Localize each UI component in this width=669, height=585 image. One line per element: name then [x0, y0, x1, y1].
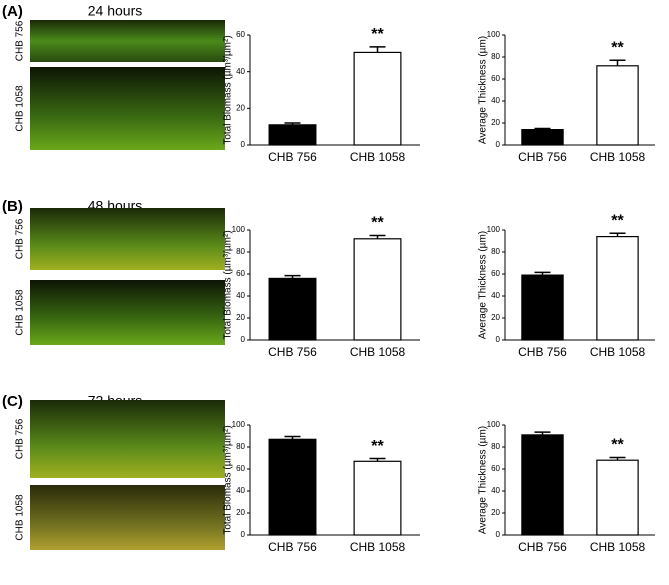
error-bar — [369, 46, 386, 53]
image-label: CHB 1058 — [15, 289, 26, 336]
image-label: CHB 1058 — [15, 85, 26, 132]
panel-label: (A) — [2, 3, 23, 20]
x-tick-label: CHB 1058 — [350, 150, 406, 164]
x-tick-label: CHB 756 — [518, 540, 567, 554]
time-label: 24 hours — [88, 3, 142, 19]
y-tick-label: 20 — [491, 508, 500, 517]
bar — [353, 460, 402, 536]
error-bar — [609, 456, 626, 461]
y-tick-label: 0 — [241, 140, 246, 149]
image-label: CHB 756 — [15, 218, 26, 259]
y-tick-label: 40 — [491, 291, 500, 300]
error-bar — [609, 59, 626, 66]
y-tick-label: 40 — [491, 96, 500, 105]
microscopy-image — [30, 400, 225, 478]
x-tick-label: CHB 1058 — [590, 540, 646, 554]
panel-label: (B) — [2, 198, 23, 215]
y-tick-label: 60 — [236, 30, 245, 39]
y-tick-label: 100 — [487, 30, 501, 39]
y-axis-label: Average Thickness (µm) — [478, 231, 489, 339]
y-tick-label: 20 — [236, 508, 245, 517]
y-tick-label: 20 — [236, 313, 245, 322]
y-tick-label: 60 — [236, 269, 245, 278]
bar — [353, 51, 402, 146]
microscopy-image — [30, 20, 225, 62]
y-tick-label: 20 — [491, 118, 500, 127]
significance-label: ** — [371, 26, 384, 43]
x-tick-label: CHB 756 — [268, 150, 317, 164]
y-tick-label: 80 — [236, 442, 245, 451]
microscopy-image — [30, 67, 225, 150]
y-tick-label: 0 — [496, 335, 501, 344]
error-bar — [369, 457, 386, 462]
x-tick-label: CHB 756 — [268, 540, 317, 554]
x-tick-label: CHB 756 — [518, 150, 567, 164]
y-tick-label: 20 — [491, 313, 500, 322]
y-tick-label: 0 — [241, 530, 246, 539]
significance-label: ** — [371, 215, 384, 232]
bar — [268, 124, 317, 146]
y-tick-label: 40 — [236, 486, 245, 495]
y-tick-label: 100 — [487, 420, 501, 429]
y-tick-label: 60 — [491, 269, 500, 278]
bar — [268, 277, 317, 341]
bar — [596, 459, 639, 536]
bar — [521, 274, 564, 341]
image-label: CHB 756 — [15, 418, 26, 459]
y-tick-label: 100 — [232, 420, 246, 429]
bar — [596, 65, 639, 146]
error-bar — [369, 234, 386, 239]
bar — [521, 434, 564, 536]
error-bar — [284, 435, 301, 440]
x-tick-label: CHB 1058 — [590, 345, 646, 359]
panel-label: (C) — [2, 393, 23, 410]
bar — [353, 238, 402, 341]
y-tick-label: 0 — [496, 530, 501, 539]
y-tick-label: 40 — [236, 291, 245, 300]
y-tick-label: 60 — [491, 74, 500, 83]
y-axis-label: Total Biomass (µm³/µm²) — [223, 35, 234, 144]
y-tick-label: 80 — [491, 442, 500, 451]
bar — [268, 438, 317, 536]
y-tick-label: 100 — [232, 225, 246, 234]
y-tick-label: 80 — [236, 247, 245, 256]
significance-label: ** — [611, 213, 624, 230]
bar — [521, 129, 564, 146]
significance-label: ** — [611, 437, 624, 454]
error-bar — [284, 274, 301, 279]
microscopy-image — [30, 485, 225, 550]
y-tick-label: 60 — [491, 464, 500, 473]
microscopy-image — [30, 208, 225, 270]
x-tick-label: CHB 1058 — [350, 540, 406, 554]
error-bar — [534, 271, 551, 276]
y-tick-label: 0 — [496, 140, 501, 149]
significance-label: ** — [371, 438, 384, 455]
x-tick-label: CHB 1058 — [590, 150, 646, 164]
y-tick-label: 80 — [491, 247, 500, 256]
x-tick-label: CHB 756 — [518, 345, 567, 359]
y-tick-label: 20 — [236, 103, 245, 112]
y-tick-label: 60 — [236, 464, 245, 473]
y-axis-label: Average Thickness (µm) — [478, 36, 489, 144]
image-label: CHB 756 — [15, 20, 26, 61]
microscopy-image — [30, 280, 225, 345]
y-tick-label: 80 — [491, 52, 500, 61]
y-tick-label: 100 — [487, 225, 501, 234]
error-bar — [534, 127, 551, 130]
error-bar — [609, 232, 626, 237]
y-axis-label: Total Biomass (µm³/µm²) — [223, 230, 234, 339]
y-axis-label: Average Thickness (µm) — [478, 426, 489, 534]
error-bar — [284, 122, 301, 125]
y-tick-label: 40 — [236, 67, 245, 76]
y-axis-label: Total Biomass (µm³/µm²) — [223, 425, 234, 534]
y-tick-label: 0 — [241, 335, 246, 344]
significance-label: ** — [611, 40, 624, 57]
x-tick-label: CHB 1058 — [350, 345, 406, 359]
x-tick-label: CHB 756 — [268, 345, 317, 359]
bar — [596, 236, 639, 341]
y-tick-label: 40 — [491, 486, 500, 495]
image-label: CHB 1058 — [15, 494, 26, 541]
error-bar — [534, 431, 551, 435]
